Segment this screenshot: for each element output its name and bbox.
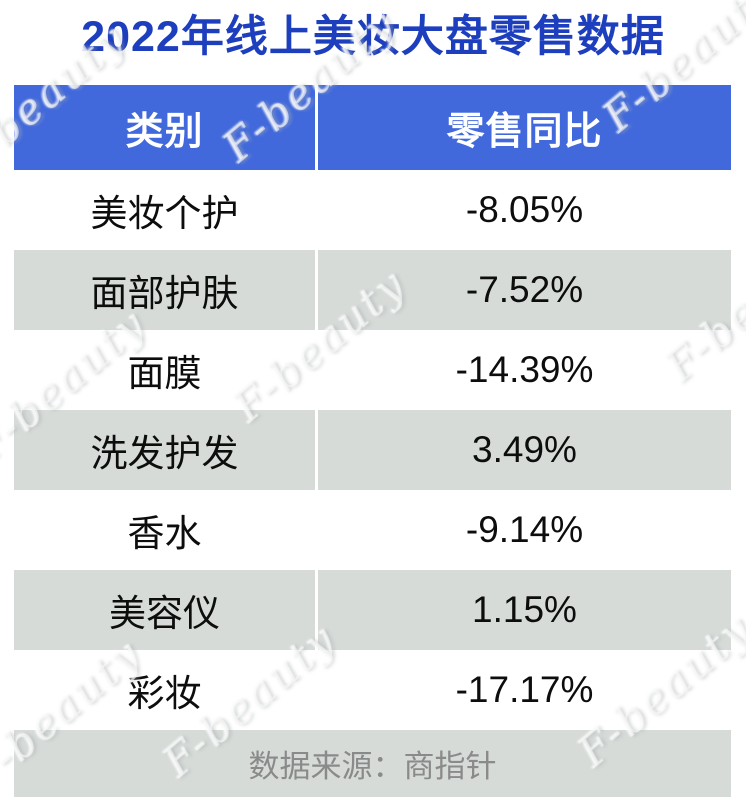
table-row: 彩妆 -17.17% (14, 650, 731, 730)
table-row: 洗发护发 3.49% (14, 410, 731, 490)
category-cell: 面膜 (14, 330, 315, 410)
column-divider (315, 650, 318, 730)
category-cell: 香水 (14, 490, 315, 570)
table-row: 面膜 -14.39% (14, 330, 731, 410)
table-row: 美妆个护 -8.05% (14, 170, 731, 250)
yoy-value-cell: 3.49% (318, 410, 731, 490)
column-divider (315, 330, 318, 410)
table-row: 美容仪 1.15% (14, 570, 731, 650)
yoy-value-cell: -14.39% (318, 330, 731, 410)
table-row: 面部护肤 -7.52% (14, 250, 731, 330)
yoy-value-cell: -8.05% (318, 170, 731, 250)
page-title: 2022年线上美妆大盘零售数据 (81, 13, 665, 61)
table-header-row: 类别 零售同比 (14, 85, 731, 170)
column-divider (315, 410, 318, 490)
header-cell-yoy: 零售同比 (318, 85, 731, 170)
data-source-label: 数据来源：商指针 (14, 730, 731, 797)
category-cell: 美妆个护 (14, 170, 315, 250)
data-table: 类别 零售同比 美妆个护 -8.05% 面部护肤 -7.52% 面膜 -14.3… (14, 85, 731, 797)
column-divider (315, 170, 318, 250)
table-body: 美妆个护 -8.05% 面部护肤 -7.52% 面膜 -14.39% 洗发护发 … (14, 170, 731, 730)
column-divider (315, 490, 318, 570)
category-cell: 洗发护发 (14, 410, 315, 490)
category-cell: 彩妆 (14, 650, 315, 730)
table-row: 香水 -9.14% (14, 490, 731, 570)
source-bar: 数据来源：商指针 (14, 730, 731, 797)
category-cell: 面部护肤 (14, 250, 315, 330)
column-divider (315, 250, 318, 330)
header-cell-category: 类别 (14, 85, 315, 170)
yoy-value-cell: -9.14% (318, 490, 731, 570)
yoy-value-cell: -17.17% (318, 650, 731, 730)
yoy-value-cell: -7.52% (318, 250, 731, 330)
category-cell: 美容仪 (14, 570, 315, 650)
column-divider (315, 85, 318, 170)
yoy-value-cell: 1.15% (318, 570, 731, 650)
column-divider (315, 570, 318, 650)
